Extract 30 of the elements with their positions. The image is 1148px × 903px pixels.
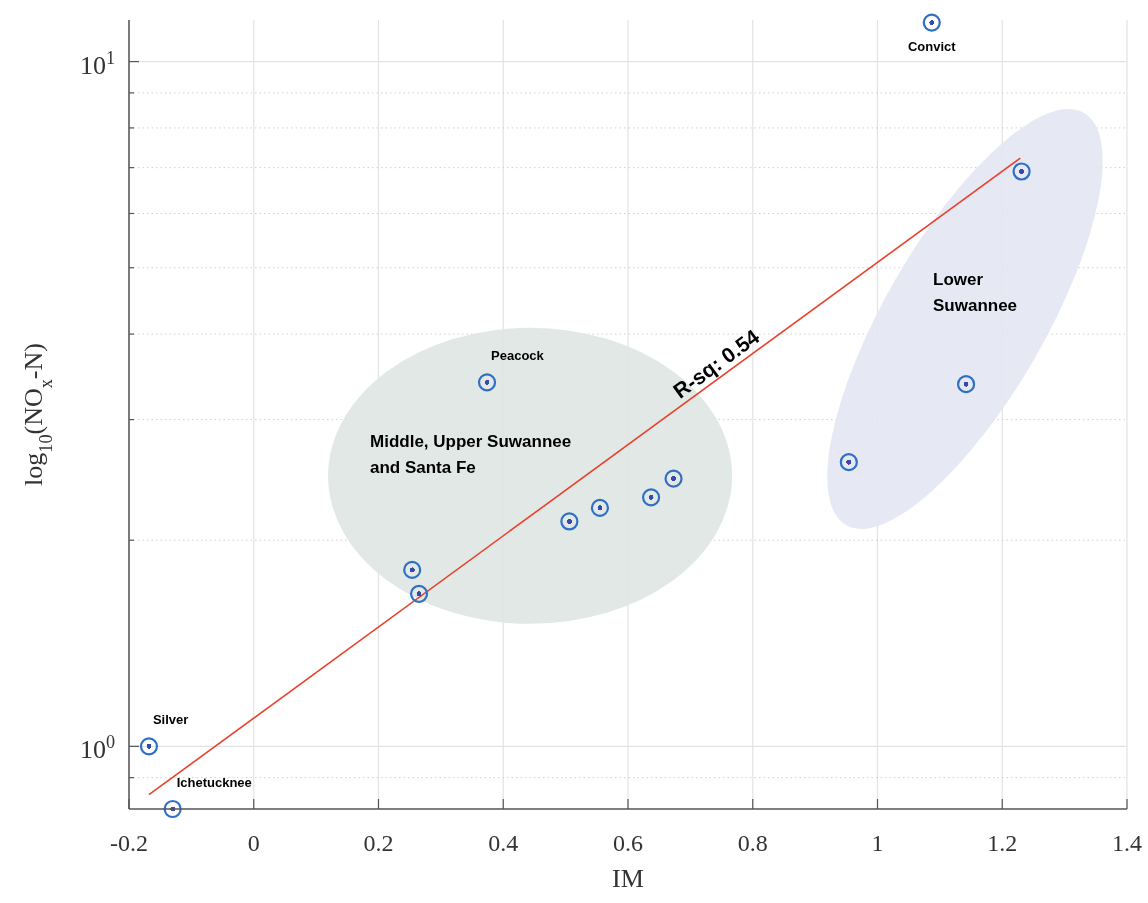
x-tick-label: 1 xyxy=(871,830,884,856)
point xyxy=(409,584,429,603)
x-tick-label: 0 xyxy=(247,830,260,856)
point xyxy=(956,375,976,394)
point xyxy=(922,13,941,32)
annotation: Ichetucknee xyxy=(176,775,252,790)
point xyxy=(560,512,579,531)
y-tick-label: 10$^{1}$ xyxy=(79,47,115,80)
annotation: Silver xyxy=(152,712,189,728)
x-tick-label: 1.2 xyxy=(987,830,1018,856)
annotation: Lower Suwannee xyxy=(933,270,1018,315)
point xyxy=(477,373,497,392)
point xyxy=(139,737,159,756)
x-tick-label: 0.6 xyxy=(613,830,643,856)
x-tick-label: 0.8 xyxy=(737,830,768,856)
x-tick-label: 1.4 xyxy=(1112,830,1142,856)
point xyxy=(839,453,858,472)
point xyxy=(590,498,610,517)
point xyxy=(403,560,422,579)
annotation: Middle, Upper Suwannee and Santa Fe xyxy=(370,432,572,477)
annotation: Peacock xyxy=(491,348,545,364)
point xyxy=(1012,162,1031,181)
x-tick-label: 0.2 xyxy=(363,830,394,856)
point xyxy=(641,488,661,507)
point xyxy=(664,469,683,488)
x-tick-label: 0.4 xyxy=(488,830,519,856)
annotation: Convict xyxy=(907,38,957,54)
y-tick-label: 10$^{0}$ xyxy=(79,732,115,765)
x-tick-label: -0.2 xyxy=(110,830,148,856)
x-axis-title: IM xyxy=(612,864,644,893)
